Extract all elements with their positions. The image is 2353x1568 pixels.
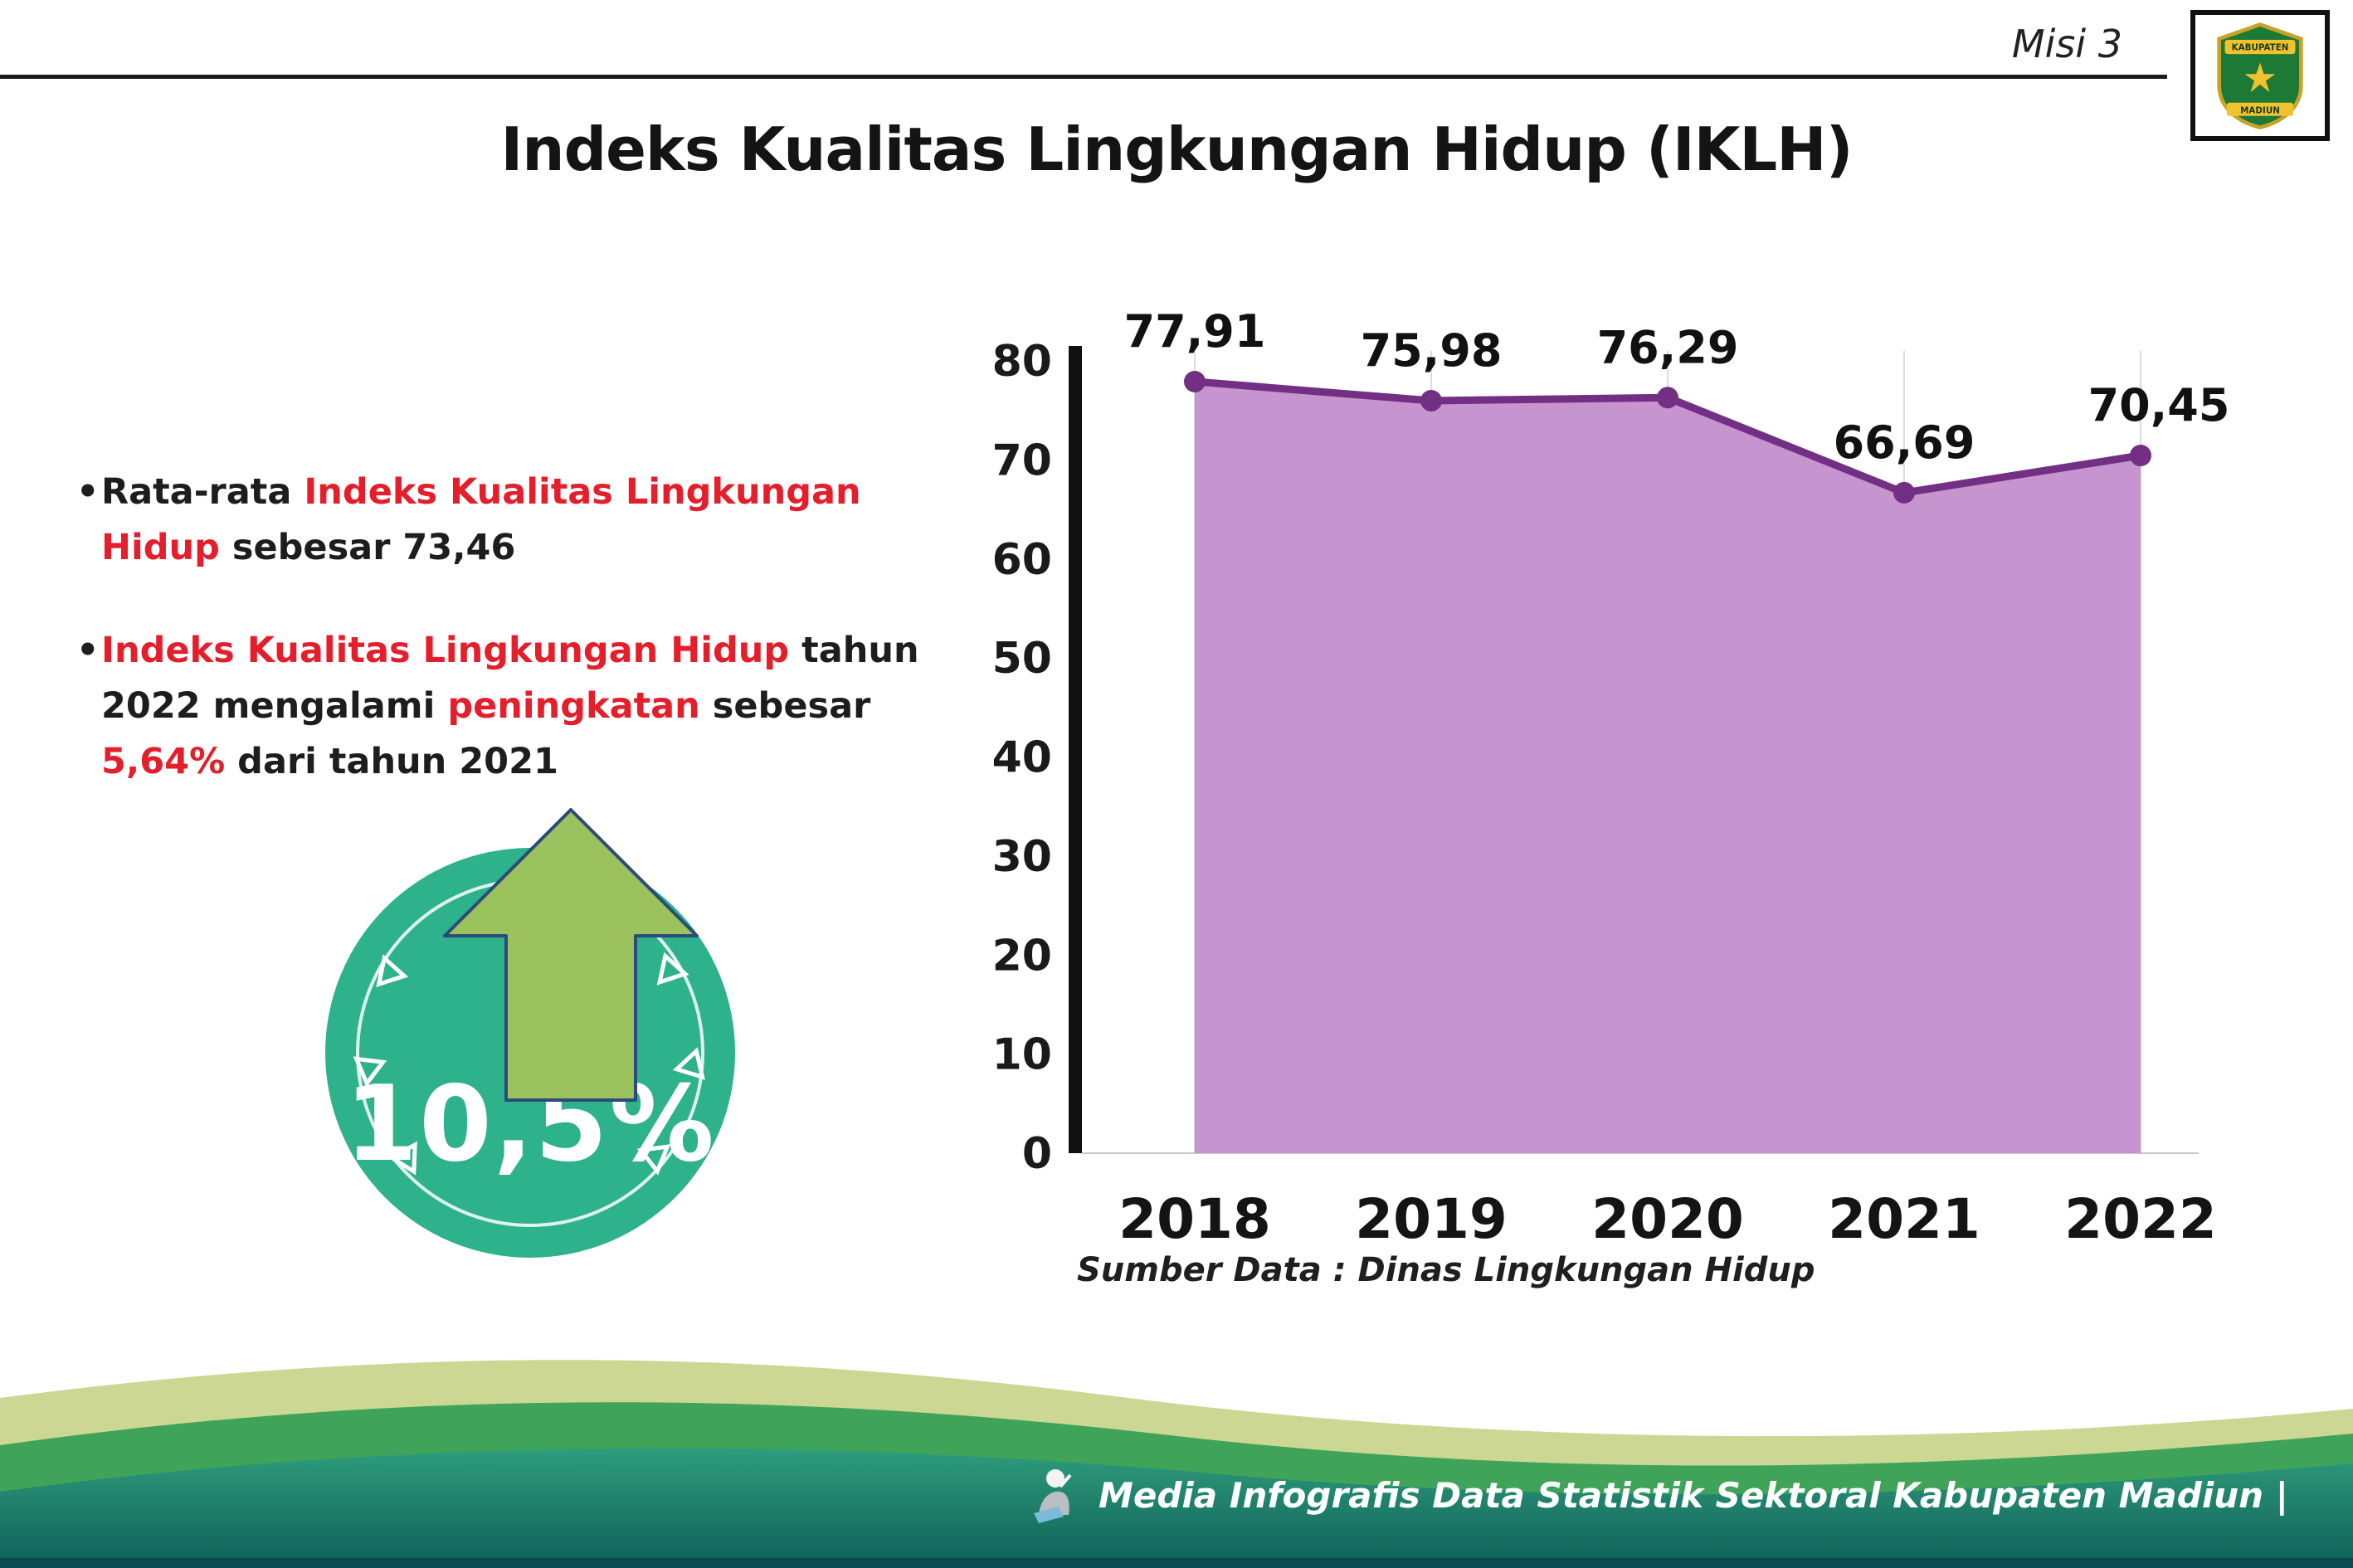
page-title: Indeks Kualitas Lingkungan Hidup (IKLH) [500,114,1854,184]
x-tick-label: 2019 [1355,1187,1508,1251]
chart-source: Sumber Data : Dinas Lingkungan Hidup [1077,1251,1815,1289]
value-label: 76,29 [1597,321,1739,373]
data-point [1420,389,1442,411]
y-tick-label: 70 [992,436,1052,485]
kabupaten-madiun-logo: KABUPATEN MADIUN [2190,10,2330,141]
svg-text:KABUPATEN: KABUPATEN [2232,43,2289,53]
y-tick-label: 20 [992,931,1052,981]
mascot-icon [1034,1469,1072,1523]
value-label: 77,91 [1124,305,1266,358]
y-axis [1069,346,1082,1153]
x-tick-label: 2021 [1828,1187,1980,1251]
y-tick-label: 10 [992,1030,1052,1080]
note-increase: • Indeks Kualitas Lingkungan Hidup tahun… [76,623,972,789]
y-tick-label: 60 [992,535,1052,585]
note-average-text: Rata-rata Indeks Kualitas Lingkungan Hid… [101,471,861,568]
y-tick-label: 0 [1022,1129,1052,1179]
y-tick-label: 30 [992,832,1052,882]
bullet-marker: • [76,471,100,513]
notes: • Rata-rata Indeks Kualitas Lingkungan H… [76,465,972,837]
svg-text:MADIUN: MADIUN [2240,105,2280,115]
data-point [1893,481,1915,504]
x-tick-label: 2020 [1591,1187,1744,1251]
y-tick-label: 40 [992,733,1052,783]
value-label: 66,69 [1834,416,1975,469]
data-point [2130,445,2151,467]
chart-canvas: 0 10 20 30 40 50 60 70 80 77,91 2018 75,98 2019 76,29… [992,305,2230,1251]
note-average: • Rata-rata Indeks Kualitas Lingkungan H… [76,465,972,575]
bullet-marker: • [76,630,100,672]
note-increase-text: Indeks Kualitas Lingkungan Hidup tahun 2… [101,630,919,782]
data-point [1657,387,1678,409]
misi-label: Misi 3 [2011,22,2122,66]
iklh-area-chart: 0 10 20 30 40 50 60 70 80 77,91 2018 75,98 2019 76,29… [954,274,2248,1319]
area-fill [1195,381,2141,1154]
up-arrow-icon [443,808,699,1102]
y-tick-label: 80 [992,337,1052,387]
header-divider [0,75,2167,79]
value-label: 70,45 [2088,379,2230,431]
x-tick-label: 2022 [2064,1187,2217,1251]
data-point [1184,370,1206,392]
value-label: 75,98 [1361,324,1503,377]
y-tick-label: 50 [992,634,1052,684]
footer-wave-decoration [0,1360,2353,1568]
x-tick-label: 2018 [1118,1187,1271,1251]
footer-credit: Media Infografis Data Statistik Sektoral… [1022,1465,2288,1525]
crest-icon: KABUPATEN MADIUN [2217,22,2303,129]
footer-credit-text: Media Infografis Data Statistik Sektoral… [1099,1474,2288,1516]
